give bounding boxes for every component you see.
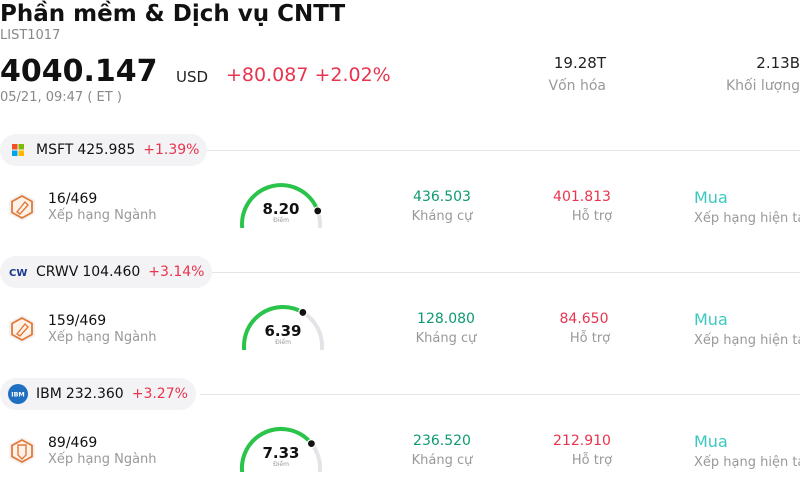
resistance-value: 236.520 (413, 433, 471, 449)
row-divider (200, 272, 800, 273)
score-gauge (240, 183, 323, 228)
score-value: 8.20 (262, 200, 300, 218)
rating-value: Mua (694, 188, 728, 207)
stock-price: 425.985 (77, 142, 136, 158)
stock-chip-msft[interactable]: MSFT 425.985 +1.39% (0, 134, 208, 166)
volume-value: 2.13B (756, 54, 800, 72)
stock-symbol: IBM (36, 386, 62, 402)
industry-rank-value: 159/469 (48, 313, 107, 329)
rating-label: Xếp hạng hiện tại (694, 211, 800, 226)
resistance-label: Kháng cự (411, 453, 473, 468)
row-divider (200, 394, 800, 395)
rank-badge-icon (9, 315, 35, 343)
gauge-marker (306, 438, 317, 449)
score-label: Điểm (275, 339, 291, 346)
industry-rank-label: Xếp hạng Ngành (48, 330, 157, 345)
gauge-marker (298, 307, 308, 318)
score-label: Điểm (273, 461, 289, 468)
rating-label: Xếp hạng hiện tại (694, 333, 800, 348)
score-value: 6.39 (264, 322, 302, 340)
support-value: 84.650 (559, 311, 609, 327)
support-value: 401.813 (553, 189, 611, 205)
support-label: Hỗ trợ (571, 209, 613, 224)
gauge-fill (240, 426, 314, 472)
stock-change: +3.14% (148, 264, 205, 280)
currency-label: USD (176, 68, 209, 86)
stock-chip-crwv[interactable]: CW CRWV 104.460 +3.14% (0, 256, 213, 288)
page-title: Phần mềm & Dịch vụ CNTT (0, 1, 346, 27)
row-divider (200, 150, 800, 151)
industry-rank-value: 16/469 (48, 191, 98, 207)
gauge-fill (240, 183, 320, 228)
industry-rank-value: 89/469 (48, 435, 98, 451)
stock-change: +1.39% (143, 142, 200, 158)
support-label: Hỗ trợ (569, 331, 611, 346)
microsoft-logo-icon (8, 140, 28, 160)
market-cap-value: 19.28T (553, 54, 606, 72)
resistance-value: 436.503 (413, 189, 471, 205)
svg-text:CW: CW (9, 268, 27, 278)
support-label: Hỗ trợ (571, 453, 613, 468)
gauge-fill (242, 305, 305, 350)
svg-text:IBM: IBM (11, 392, 25, 399)
rank-badge-icon (9, 437, 35, 465)
industry-rank-label: Xếp hạng Ngành (48, 452, 157, 467)
stock-symbol: MSFT (36, 142, 74, 158)
score-label: Điểm (273, 217, 289, 224)
index-price: 4040.147 (0, 54, 158, 89)
stock-price: 232.360 (65, 386, 124, 402)
stock-chip-ibm[interactable]: IBM IBM 232.360 +3.27% (0, 378, 196, 410)
support-value: 212.910 (553, 433, 611, 449)
rank-badge-icon (9, 193, 35, 221)
resistance-label: Kháng cự (411, 209, 473, 224)
stock-price: 104.460 (82, 264, 141, 280)
resistance-label: Kháng cự (415, 331, 477, 346)
timestamp: 05/21, 09:47 ( ET ) (0, 90, 122, 105)
resistance-value: 128.080 (417, 311, 475, 327)
index-code: LIST1017 (0, 28, 61, 43)
rating-value: Mua (694, 310, 728, 329)
ibm-logo-icon: IBM (8, 384, 28, 404)
score-gauge (242, 305, 324, 350)
coreweave-logo-icon: CW (8, 262, 28, 282)
rating-label: Xếp hạng hiện tại (694, 455, 800, 470)
volume-label: Khối lượng (725, 78, 800, 94)
score-gauge (240, 426, 322, 472)
industry-rank-label: Xếp hạng Ngành (48, 208, 157, 223)
market-cap-label: Vốn hóa (548, 78, 606, 94)
price-change: +80.087 +2.02% (226, 64, 391, 86)
rating-value: Mua (694, 432, 728, 451)
score-value: 7.33 (262, 444, 300, 462)
gauge-marker (313, 206, 323, 216)
stock-change: +3.27% (131, 386, 188, 402)
stock-symbol: CRWV (36, 264, 79, 280)
